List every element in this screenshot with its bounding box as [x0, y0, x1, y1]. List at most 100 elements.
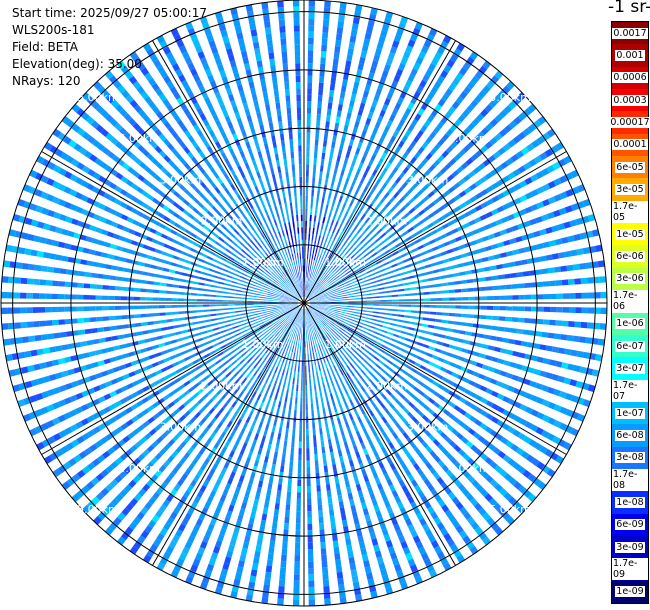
ppi-gate [125, 94, 134, 104]
ppi-gate [370, 240, 377, 247]
ppi-gate [312, 326, 315, 333]
ppi-gate [309, 321, 312, 328]
ppi-gate [531, 306, 538, 312]
ppi-gate [147, 416, 155, 424]
ppi-gate [417, 162, 425, 170]
ppi-gate [5, 354, 13, 362]
ppi-gate [288, 196, 292, 204]
ppi-gate [116, 223, 125, 231]
ppi-gate [172, 164, 180, 172]
ppi-gate [184, 341, 192, 347]
ppi-gate [355, 168, 361, 176]
ppi-gate [533, 368, 541, 376]
ppi-gate [229, 538, 237, 546]
ppi-gate [342, 468, 348, 476]
ppi-gate [245, 182, 251, 190]
ppi-gate [300, 385, 303, 392]
ppi-gate [237, 38, 245, 46]
ppi-gate [457, 420, 466, 428]
ppi-gate [279, 127, 284, 135]
ppi-gate [156, 436, 164, 444]
ppi-gate [425, 461, 433, 470]
ppi-gate [222, 196, 229, 204]
ppi-gate [446, 538, 455, 547]
ppi-gate [555, 320, 563, 327]
ppi-gate [271, 372, 276, 380]
ppi-gate [216, 265, 223, 271]
ppi-gate [265, 331, 271, 337]
ppi-gate [271, 255, 276, 262]
ppi-gate [292, 266, 296, 273]
ppi-gate [291, 253, 295, 261]
ppi-gate [81, 208, 90, 216]
ppi-gate [323, 133, 329, 141]
ppi-gate [216, 162, 223, 170]
ppi-gate [317, 497, 322, 505]
ppi-gate [119, 145, 128, 154]
ppi-gate [288, 377, 291, 384]
ppi-gate [282, 263, 287, 270]
ppi-gate [100, 109, 110, 119]
ppi-gate [467, 314, 475, 319]
ppi-gate [319, 262, 324, 269]
ppi-gate [259, 211, 265, 218]
ppi-gate [392, 350, 399, 356]
ppi-gate [416, 341, 424, 347]
ppi-gate [232, 276, 239, 281]
ppi-gate [76, 294, 84, 300]
ppi-gate [167, 325, 174, 330]
ppi-gate [183, 188, 191, 196]
ppi-gate [411, 353, 419, 359]
ppi-gate [55, 226, 63, 234]
ppi-gate [95, 306, 103, 311]
ppi-gate [189, 416, 197, 424]
ppi-gate [292, 298, 299, 301]
ppi-gate [485, 388, 493, 395]
ppi-gate [108, 295, 115, 301]
ppi-gate [339, 245, 344, 252]
ppi-gate [316, 345, 319, 352]
ppi-gate [337, 577, 345, 586]
ppi-gate [327, 159, 332, 167]
ppi-gate [311, 253, 314, 260]
ppi-gate [402, 151, 410, 159]
ppi-gate [105, 132, 114, 142]
ppi-gate [307, 498, 312, 505]
ppi-gate [272, 515, 279, 523]
ppi-gate [293, 326, 296, 333]
ppi-gate [295, 397, 298, 404]
ppi-gate [47, 266, 55, 273]
ppi-gate [240, 502, 247, 510]
ppi-gate [343, 388, 349, 395]
ppi-gate [314, 145, 319, 153]
ppi-gate [279, 341, 284, 348]
ppi-gate [369, 465, 376, 473]
ppi-gate [34, 264, 42, 272]
ppi-gate [234, 111, 241, 120]
ppi-gate [404, 79, 413, 88]
ppi-gate [391, 40, 400, 49]
ppi-gate [343, 211, 349, 218]
ppi-gate [250, 343, 257, 349]
ppi-gate [363, 323, 370, 327]
ppi-gate [357, 372, 363, 379]
ppi-gate [162, 98, 171, 107]
ppi-gate [115, 493, 124, 502]
ppi-gate [128, 323, 136, 328]
ppi-gate [92, 172, 101, 180]
ppi-gate [279, 204, 283, 212]
ppi-gate [271, 213, 276, 221]
ppi-gate [304, 239, 307, 247]
ppi-gate [285, 301, 292, 303]
ppi-gate [132, 122, 141, 131]
ppi-gate [258, 321, 265, 326]
ppi-gate [367, 19, 375, 28]
ppi-gate [291, 280, 296, 287]
ppi-gate [109, 356, 117, 363]
ppi-gate [28, 335, 36, 343]
ppi-gate [1, 323, 9, 330]
ppi-gate [212, 342, 219, 348]
ppi-gate [399, 442, 406, 450]
ppi-gate [194, 187, 201, 195]
ppi-gate [320, 311, 327, 316]
